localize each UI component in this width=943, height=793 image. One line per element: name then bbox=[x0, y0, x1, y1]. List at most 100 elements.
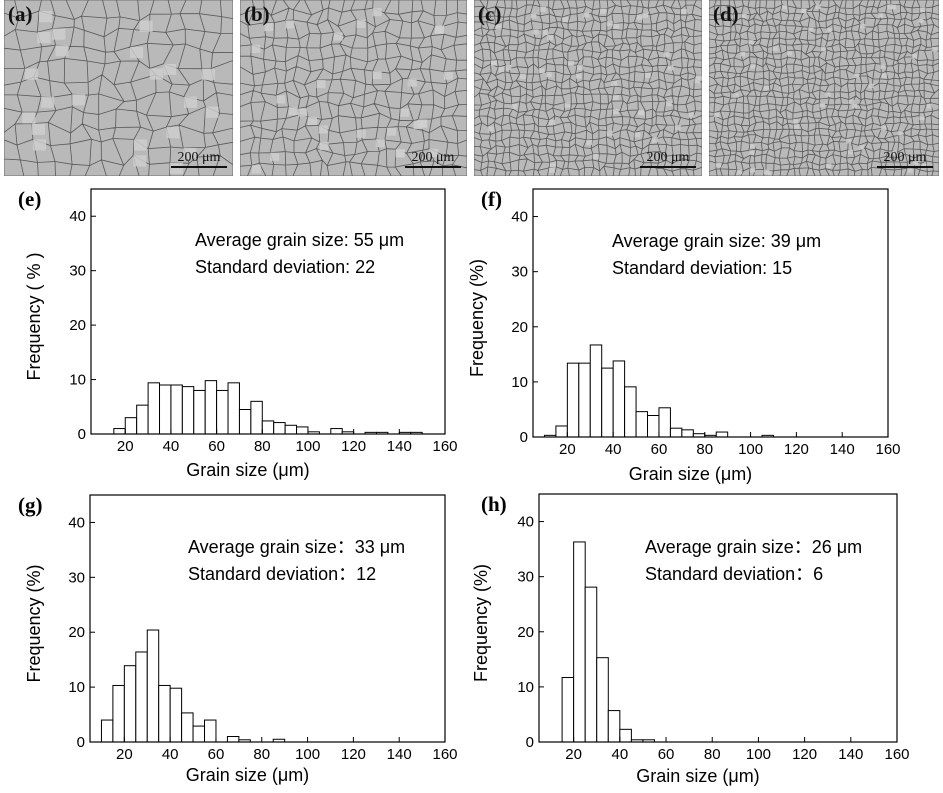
y-tick-label: 20 bbox=[517, 624, 534, 641]
light-grain bbox=[808, 27, 814, 32]
x-tick-label: 40 bbox=[162, 746, 179, 763]
light-grain bbox=[163, 63, 177, 76]
histogram-bar bbox=[601, 367, 614, 438]
x-axis-label: Grain size (μm) bbox=[629, 464, 752, 484]
histogram-bar bbox=[669, 427, 683, 438]
light-grain bbox=[750, 64, 756, 69]
x-tick-label: 160 bbox=[432, 746, 457, 763]
y-axis-label: Frequency (%) bbox=[467, 259, 487, 377]
y-tick-label: 10 bbox=[68, 679, 85, 696]
light-grain bbox=[911, 54, 917, 59]
y-tick-label: 30 bbox=[511, 264, 528, 281]
histogram-bar bbox=[619, 728, 632, 743]
histogram-bar bbox=[561, 677, 575, 743]
histogram-bar bbox=[135, 651, 148, 743]
light-grain bbox=[72, 94, 86, 106]
histogram-bar bbox=[123, 665, 137, 743]
light-grain bbox=[819, 102, 826, 108]
light-grain bbox=[52, 28, 66, 40]
histogram-bar bbox=[566, 362, 580, 438]
histogram-bar bbox=[607, 710, 621, 743]
light-grain bbox=[505, 64, 512, 71]
light-grain bbox=[407, 78, 417, 87]
light-grain bbox=[387, 127, 397, 136]
light-grain bbox=[169, 162, 184, 174]
grain-boundaries bbox=[240, 0, 467, 176]
average-grain-size-note: Average grain size: 55 μm bbox=[195, 230, 404, 250]
histogram-bar bbox=[578, 362, 591, 438]
scale-bar: 200 μm bbox=[640, 148, 696, 168]
histogram-bar bbox=[181, 712, 194, 743]
light-grain bbox=[733, 14, 739, 19]
light-grain bbox=[878, 13, 884, 18]
grain-structure-image bbox=[240, 0, 467, 176]
light-grain bbox=[395, 149, 405, 158]
x-tick-label: 20 bbox=[116, 746, 133, 763]
micrograph-label: (a) bbox=[8, 2, 33, 26]
light-grain bbox=[356, 129, 366, 138]
micrograph-label: (c) bbox=[478, 2, 502, 26]
light-grain bbox=[733, 93, 739, 98]
light-grain bbox=[741, 13, 747, 19]
y-tick-label: 40 bbox=[68, 514, 85, 531]
scale-bar-line bbox=[405, 166, 461, 168]
light-grain bbox=[782, 4, 788, 10]
scale-bar-line bbox=[640, 166, 696, 168]
light-grain bbox=[434, 25, 445, 34]
histogram-bar bbox=[330, 428, 343, 435]
plot-frame bbox=[90, 188, 446, 435]
light-grain bbox=[183, 147, 197, 160]
light-grain bbox=[356, 19, 366, 28]
histogram-bar bbox=[159, 384, 172, 435]
light-grain bbox=[532, 29, 539, 35]
x-tick-label: 160 bbox=[875, 441, 900, 458]
light-grain bbox=[32, 139, 47, 151]
light-grain bbox=[847, 149, 854, 155]
light-grain bbox=[907, 168, 913, 173]
light-grain bbox=[613, 23, 620, 29]
micrograph-b: (b) 200 μm bbox=[240, 0, 467, 176]
light-grain bbox=[736, 169, 743, 175]
light-grain bbox=[270, 152, 280, 161]
y-tick-label: 20 bbox=[68, 624, 85, 641]
histogram-bar bbox=[112, 684, 125, 743]
x-tick-label: 20 bbox=[117, 438, 134, 455]
light-grain bbox=[663, 51, 670, 57]
y-tick-label: 10 bbox=[511, 374, 528, 391]
y-tick-label: 30 bbox=[517, 569, 534, 586]
light-grain bbox=[611, 80, 618, 87]
y-tick-label: 40 bbox=[511, 209, 528, 226]
light-grain bbox=[548, 167, 555, 174]
light-grain bbox=[400, 108, 410, 117]
light-grain bbox=[716, 162, 722, 168]
average-grain-size-note: Average grain size: 39 μm bbox=[612, 231, 821, 251]
light-grain bbox=[251, 165, 261, 174]
light-grain bbox=[801, 8, 807, 14]
histogram-bar bbox=[596, 657, 609, 743]
light-grain bbox=[372, 7, 382, 17]
x-tick-label: 20 bbox=[559, 441, 576, 458]
histogram-bar bbox=[647, 415, 660, 438]
light-grain bbox=[667, 65, 674, 71]
light-grain bbox=[429, 148, 439, 157]
light-grain bbox=[139, 20, 153, 32]
histogram-panel-h: 20 40 60 80 100 120 140 160 0 10 20 30 40 Grain size … bbox=[471, 492, 910, 786]
light-grain bbox=[748, 150, 755, 155]
light-grain bbox=[564, 102, 571, 108]
light-grain bbox=[680, 9, 687, 15]
scale-bar-label: 200 μm bbox=[646, 150, 690, 165]
light-grain bbox=[375, 138, 385, 148]
y-tick-label: 30 bbox=[68, 569, 85, 586]
grain-structure-image bbox=[709, 0, 939, 176]
light-grain bbox=[586, 139, 593, 145]
y-tick-label: 0 bbox=[526, 734, 534, 751]
x-tick-label: 100 bbox=[738, 441, 763, 458]
x-tick-label: 40 bbox=[163, 438, 180, 455]
histogram-bar bbox=[624, 386, 637, 438]
y-tick-label: 40 bbox=[69, 208, 86, 225]
light-grain bbox=[845, 138, 852, 144]
x-tick-label: 140 bbox=[830, 441, 855, 458]
histogram-bar bbox=[227, 382, 240, 435]
light-grain bbox=[612, 108, 619, 115]
